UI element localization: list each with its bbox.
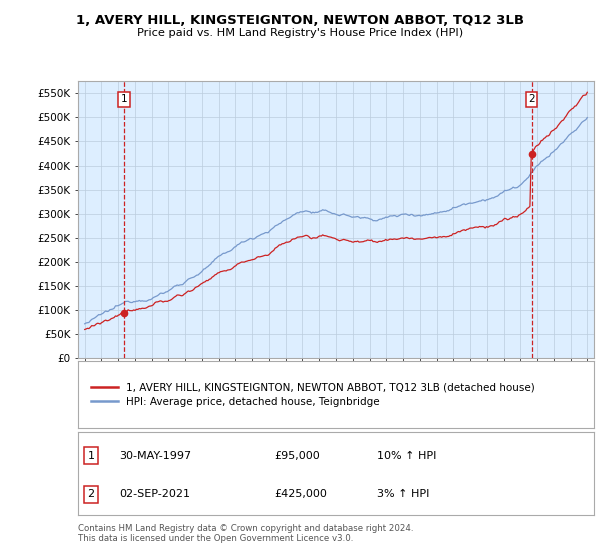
Text: 3% ↑ HPI: 3% ↑ HPI [377, 489, 430, 500]
Legend: 1, AVERY HILL, KINGSTEIGNTON, NEWTON ABBOT, TQ12 3LB (detached house), HPI: Aver: 1, AVERY HILL, KINGSTEIGNTON, NEWTON ABB… [88, 380, 538, 410]
Text: 1: 1 [121, 94, 128, 104]
Text: 10% ↑ HPI: 10% ↑ HPI [377, 451, 437, 460]
Text: 2: 2 [88, 489, 94, 500]
Text: Contains HM Land Registry data © Crown copyright and database right 2024.
This d: Contains HM Land Registry data © Crown c… [78, 524, 413, 543]
Text: 2: 2 [528, 94, 535, 104]
Text: 1: 1 [88, 451, 94, 460]
Text: £95,000: £95,000 [274, 451, 320, 460]
Text: 30-MAY-1997: 30-MAY-1997 [119, 451, 191, 460]
Text: £425,000: £425,000 [274, 489, 327, 500]
Text: Price paid vs. HM Land Registry's House Price Index (HPI): Price paid vs. HM Land Registry's House … [137, 28, 463, 38]
Text: 1, AVERY HILL, KINGSTEIGNTON, NEWTON ABBOT, TQ12 3LB: 1, AVERY HILL, KINGSTEIGNTON, NEWTON ABB… [76, 14, 524, 27]
Text: 02-SEP-2021: 02-SEP-2021 [119, 489, 190, 500]
